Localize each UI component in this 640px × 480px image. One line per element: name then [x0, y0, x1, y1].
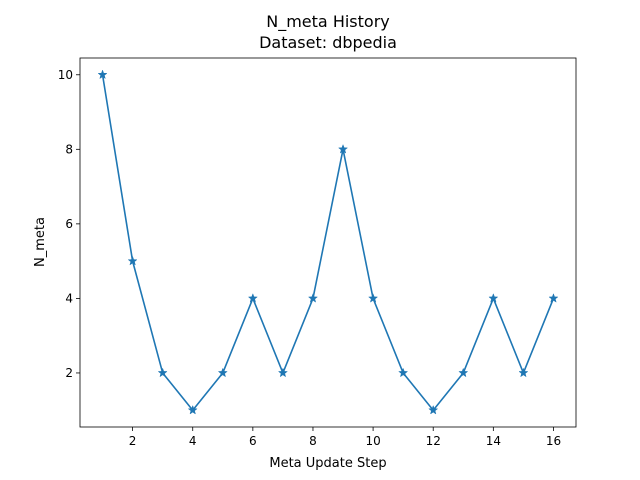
data-point-star	[518, 367, 529, 378]
x-tick-label: 16	[546, 434, 561, 448]
chart-title: N_meta History	[266, 12, 389, 32]
data-point-star	[217, 367, 228, 378]
data-point-star	[187, 404, 198, 415]
data-point-star	[307, 293, 319, 303]
y-tick-label: 6	[65, 217, 73, 231]
x-tick-label: 10	[365, 434, 380, 448]
x-tick-label: 14	[486, 434, 501, 448]
data-point-star	[127, 255, 138, 266]
data-point-star	[488, 293, 499, 303]
data-point-star	[398, 367, 409, 378]
data-point-star	[157, 367, 168, 378]
y-tick-label: 10	[58, 68, 73, 82]
data-point-star	[458, 367, 469, 378]
y-tick-label: 8	[65, 142, 73, 156]
data-point-star	[277, 367, 288, 378]
y-tick-label: 4	[65, 291, 73, 305]
axes-frame	[79, 57, 577, 428]
x-tick-label: 12	[426, 434, 441, 448]
x-axis-label: Meta Update Step	[269, 456, 386, 471]
plot-area: 2 4 6 8 10 12 14 16 2 4 6 8 10	[58, 57, 577, 448]
chart-subtitle: Dataset: dbpedia	[259, 33, 397, 52]
data-point-star	[247, 293, 258, 303]
data-point-star	[337, 144, 349, 154]
data-point-star	[97, 69, 108, 80]
x-tick-label: 8	[309, 434, 317, 448]
series-line	[101, 74, 555, 412]
data-point-star	[428, 404, 439, 415]
x-tick-label: 2	[129, 434, 137, 448]
x-tick-label: 4	[189, 434, 197, 448]
data-point-star	[548, 293, 559, 303]
y-tick-label: 2	[65, 366, 73, 380]
x-tick-label: 6	[249, 434, 257, 448]
y-axis-label: N_meta	[33, 217, 48, 267]
data-point-star	[368, 293, 379, 303]
